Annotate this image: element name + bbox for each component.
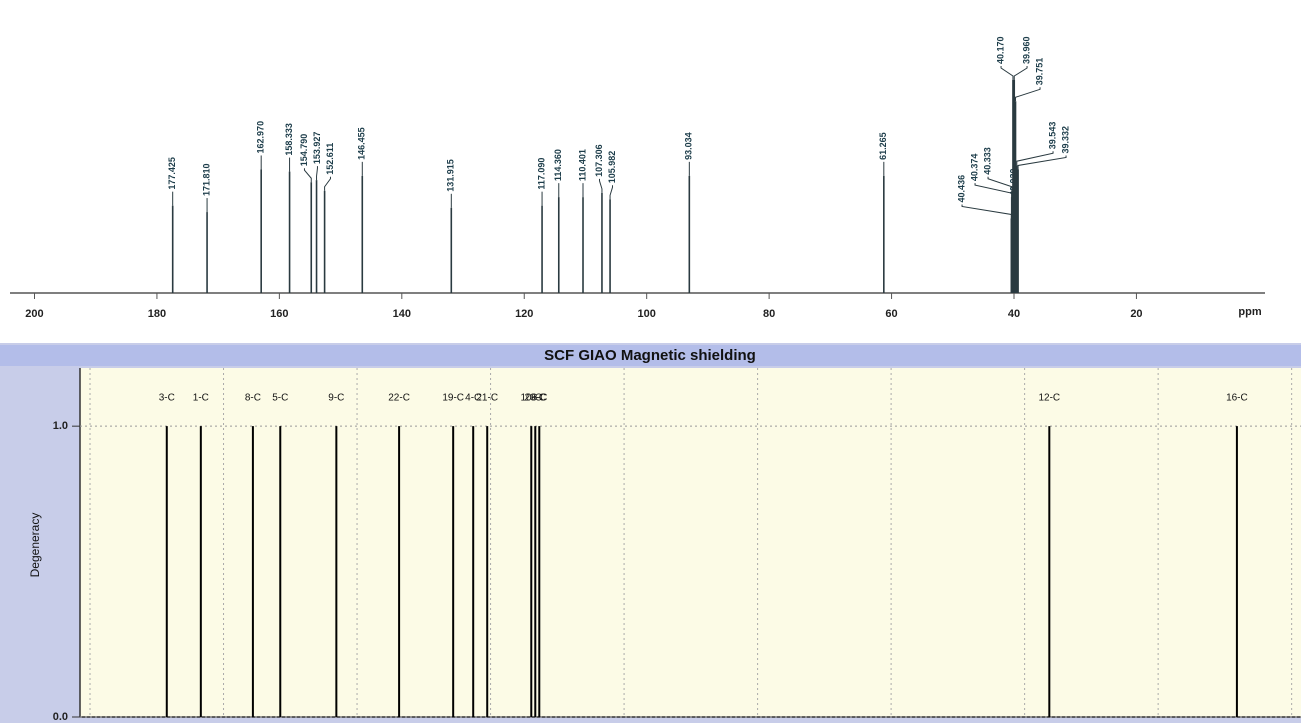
peak-label: 40.374 — [969, 154, 979, 182]
peak-label: 146.455 — [357, 127, 367, 160]
leader-line — [1017, 155, 1067, 170]
peak-label: 110.401 — [577, 149, 587, 181]
stick-label: 5-C — [272, 393, 288, 404]
peak-label: 93.034 — [684, 132, 694, 160]
peak-label: 177.425 — [167, 157, 177, 190]
x-tick-label: 140 — [393, 308, 411, 320]
peak-label: 39.751 — [1034, 58, 1044, 86]
stick-label: 10-C — [520, 393, 542, 404]
peak-label: 114.360 — [553, 149, 563, 181]
stick-label: 21-C — [476, 393, 498, 404]
leader-line — [316, 166, 318, 181]
leader-line — [1000, 66, 1014, 80]
stick-label: 22-C — [388, 393, 410, 404]
peak-label: 158.333 — [284, 123, 294, 156]
x-tick-label: 180 — [148, 308, 166, 320]
stick-label: 19-C — [442, 393, 464, 404]
x-axis-label: ppm — [1238, 306, 1261, 318]
stick-label: 4-C — [465, 393, 481, 404]
leader-line — [961, 204, 1012, 219]
stick-label: 3-C — [159, 393, 175, 404]
peak-label: 153.927 — [312, 132, 322, 165]
peak-label: 131.915 — [446, 159, 456, 192]
y-tick-label: 0.0 — [53, 711, 68, 723]
peak-label: 39.543 — [1047, 122, 1057, 150]
x-tick-label: 120 — [515, 308, 533, 320]
stick-label: 12-C — [1038, 393, 1060, 404]
peak-label: 162.970 — [256, 121, 266, 154]
x-tick-label: 160 — [270, 308, 288, 320]
x-tick-label: 40 — [1008, 308, 1020, 320]
leader-line — [1015, 87, 1041, 102]
plot-area — [80, 368, 1301, 717]
peak-label: 40.436 — [956, 175, 966, 203]
leader-line — [987, 176, 1013, 191]
peak-label: 40.170 — [995, 36, 1005, 64]
x-tick-label: 200 — [25, 308, 43, 320]
stick-label: 9-C — [328, 393, 344, 404]
leader-line — [1016, 151, 1054, 166]
peak-label: 39.332 — [1060, 126, 1070, 154]
peak-label: 107.306 — [594, 144, 604, 177]
stick-label: 16-C — [1226, 393, 1248, 404]
stick-label: 20-C — [524, 393, 546, 404]
peak-label: 105.982 — [607, 151, 617, 184]
chart-title: SCF GIAO Magnetic shielding — [544, 347, 756, 364]
peak-label: 152.611 — [325, 143, 335, 175]
x-tick-label: 80 — [763, 308, 775, 320]
peak-label: 61.265 — [878, 132, 888, 160]
x-tick-label: 20 — [1130, 308, 1142, 320]
leader-line — [609, 185, 614, 200]
leader-line — [303, 168, 312, 183]
stick-label: 6-C — [531, 393, 547, 404]
stick-label: 1-C — [193, 393, 209, 404]
title-bar — [0, 345, 1301, 366]
x-tick-label: 60 — [885, 308, 897, 320]
stick-label: 8-C — [245, 393, 261, 404]
x-tick-label: 100 — [638, 308, 656, 320]
peak-label: 40.333 — [982, 147, 992, 175]
y-axis-label: Degeneracy — [28, 513, 42, 578]
y-tick-label: 1.0 — [53, 420, 68, 432]
peak-label: 171.810 — [201, 164, 211, 197]
leader-line — [1013, 66, 1028, 80]
peak-label: 117.090 — [536, 158, 546, 190]
peak-label: 154.790 — [299, 134, 309, 167]
peak-label: 39.960 — [1021, 36, 1031, 64]
leader-line — [324, 176, 331, 191]
leader-line — [599, 178, 603, 193]
